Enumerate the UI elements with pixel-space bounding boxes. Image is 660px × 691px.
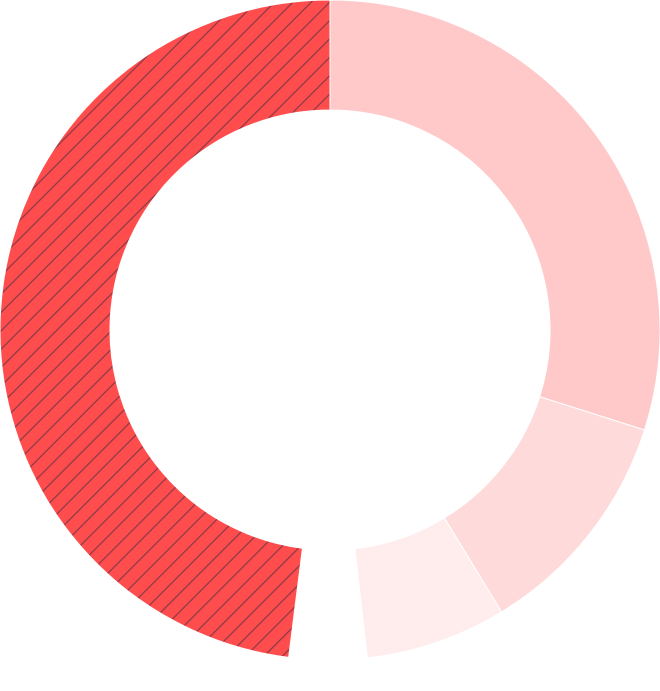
donut-slice-1 [329,0,660,431]
donut-slice-5 [0,0,331,658]
donut-slices [0,0,660,658]
